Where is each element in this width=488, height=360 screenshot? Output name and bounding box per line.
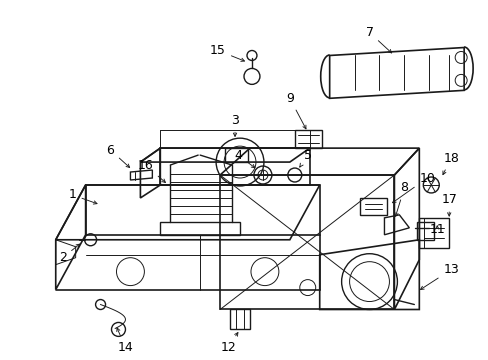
Text: 1: 1 <box>69 188 97 204</box>
Text: 4: 4 <box>234 149 254 168</box>
Text: 15: 15 <box>210 44 244 61</box>
Text: 2: 2 <box>59 244 80 264</box>
Text: 3: 3 <box>231 114 239 136</box>
Text: 16: 16 <box>137 158 165 183</box>
Text: 13: 13 <box>420 263 458 289</box>
Text: 14: 14 <box>117 328 133 354</box>
Text: 12: 12 <box>220 333 238 354</box>
Text: 7: 7 <box>365 26 391 53</box>
Text: 6: 6 <box>106 144 129 167</box>
Text: 8: 8 <box>394 181 407 216</box>
Text: 5: 5 <box>299 149 311 167</box>
Text: 9: 9 <box>285 92 305 129</box>
Text: 17: 17 <box>440 193 456 216</box>
Text: 18: 18 <box>442 152 458 175</box>
Text: 10: 10 <box>392 171 434 203</box>
Text: 11: 11 <box>428 223 444 236</box>
